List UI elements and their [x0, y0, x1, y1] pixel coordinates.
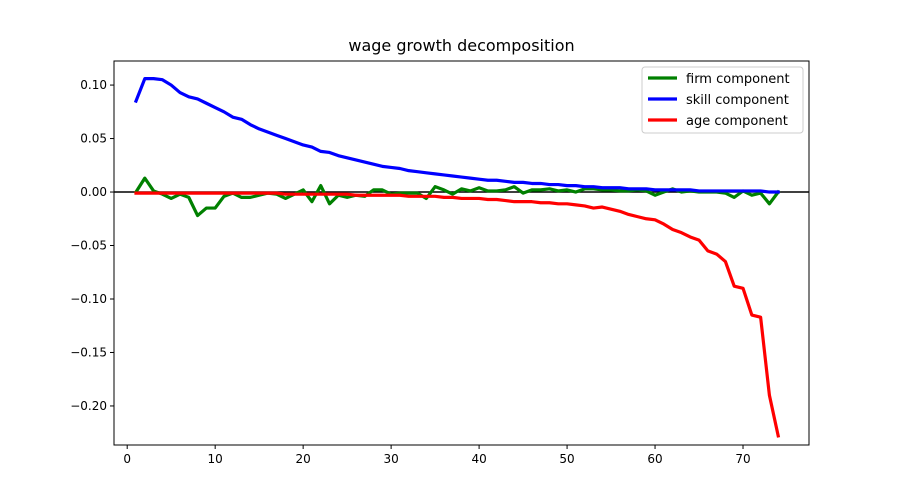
y-tick-label: 0.10 — [80, 78, 107, 92]
y-tick-label: −0.20 — [70, 399, 107, 413]
x-tick-label: 70 — [735, 452, 750, 466]
x-tick-label: 10 — [208, 452, 223, 466]
x-axis-ticks: 0 10 20 30 40 50 60 70 — [123, 445, 751, 466]
x-tick-label: 60 — [647, 452, 662, 466]
y-tick-label: 0.05 — [80, 132, 107, 146]
y-tick-label: 0.00 — [80, 185, 107, 199]
y-axis-ticks: −0.20 −0.15 −0.10 −0.05 0.00 0.05 0.10 — [70, 78, 114, 413]
plot-content — [114, 77, 809, 438]
legend-label-firm-component: firm component — [686, 72, 790, 87]
y-tick-label: −0.05 — [70, 239, 107, 253]
x-tick-label: 0 — [123, 452, 131, 466]
axes-frame — [113, 60, 810, 446]
series-line-skill-component — [133, 77, 780, 194]
x-tick-label: 30 — [383, 452, 398, 466]
x-tick-label: 20 — [296, 452, 311, 466]
legend-label-age-component: age component — [686, 114, 788, 129]
chart-legend: firm component skill component age compone… — [641, 66, 804, 134]
axes-border — [113, 60, 810, 446]
y-tick-label: −0.15 — [70, 345, 107, 359]
y-tick-label: −0.10 — [70, 292, 107, 306]
x-tick-label: 40 — [471, 452, 486, 466]
legend-label-skill-component: skill component — [686, 93, 789, 108]
x-tick-label: 50 — [559, 452, 574, 466]
series-line-age-component — [134, 191, 781, 438]
legend-box — [641, 66, 804, 134]
chart-title: wage growth decomposition — [348, 36, 574, 55]
